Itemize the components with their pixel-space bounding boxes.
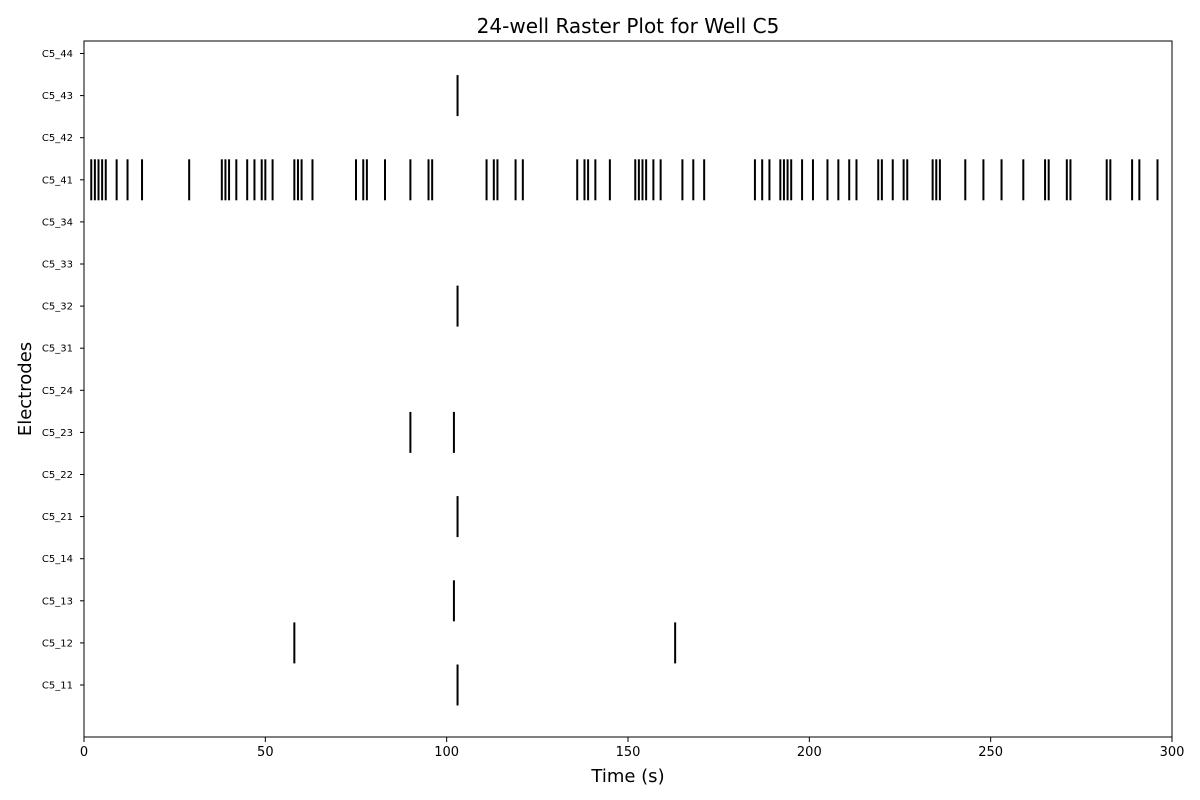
x-axis-label: Time (s) — [590, 766, 664, 787]
y-tick-label: C5_11 — [42, 681, 73, 692]
y-tick-label: C5_41 — [42, 175, 73, 186]
x-tick-label: 200 — [797, 745, 822, 760]
x-axis: 0 50 100 150 200 250 300 — [80, 737, 1185, 760]
x-tick-label: 50 — [257, 745, 274, 760]
y-tick-label: C5_33 — [42, 260, 73, 271]
y-tick-label: C5_43 — [42, 91, 73, 102]
chart-title: 24-well Raster Plot for Well C5 — [477, 14, 780, 38]
x-tick-label: 100 — [434, 745, 459, 760]
y-axis-label: Electrodes — [15, 342, 36, 436]
y-tick-label: C5_23 — [42, 428, 73, 439]
y-tick-label: C5_13 — [42, 596, 73, 607]
y-tick-label: C5_12 — [42, 638, 73, 649]
x-tick-label: 300 — [1160, 745, 1185, 760]
y-tick-label: C5_14 — [42, 554, 73, 565]
y-tick-label: C5_24 — [42, 386, 73, 397]
y-tick-label: C5_42 — [42, 133, 73, 144]
x-tick-label: 0 — [80, 745, 88, 760]
plot-frame — [83, 40, 1173, 738]
y-tick-label: C5_32 — [42, 302, 73, 313]
y-tick-label: C5_31 — [42, 344, 73, 355]
y-tick-label: C5_34 — [42, 217, 73, 228]
spike-layer — [90, 75, 1159, 706]
x-tick-label: 250 — [978, 745, 1003, 760]
y-axis: C5_11 C5_12 C5_13 C5_14 C5_21 C5_22 C5_23 C5_24… — [42, 49, 84, 692]
y-tick-label: C5_44 — [42, 49, 73, 60]
x-tick-label: 150 — [616, 745, 641, 760]
y-tick-label: C5_21 — [42, 512, 73, 523]
y-tick-label: C5_22 — [42, 470, 73, 481]
